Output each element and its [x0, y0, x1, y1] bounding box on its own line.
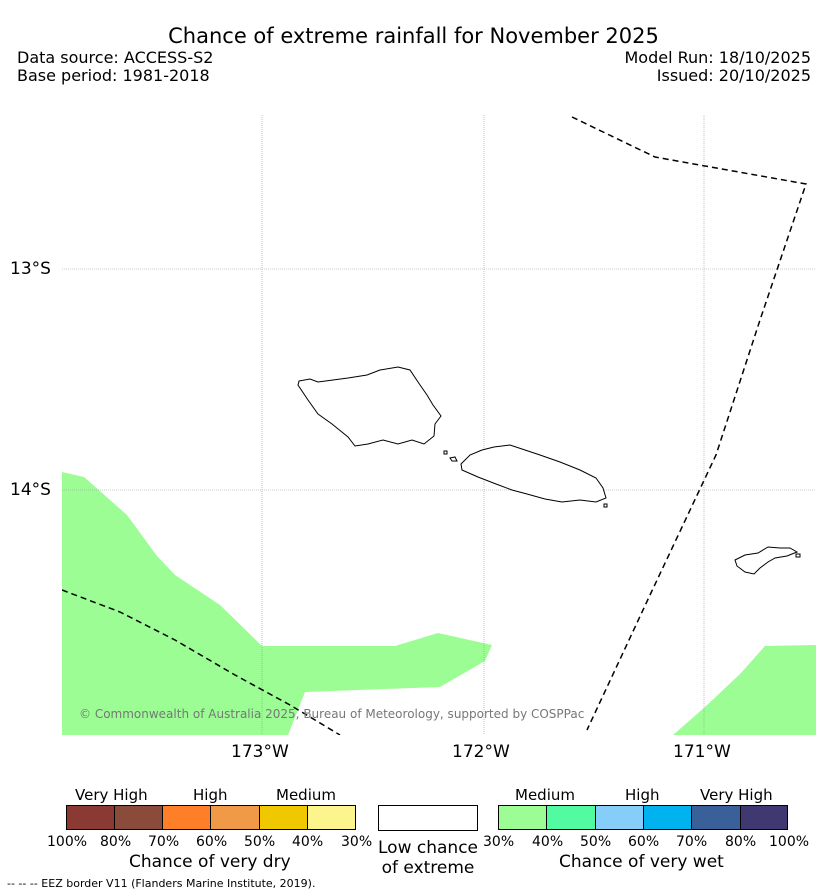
wet-header-high: High — [625, 786, 660, 804]
lat-label-14s: 14°S — [10, 480, 51, 500]
dry-swatch-80-70 — [114, 805, 163, 830]
eez-borders — [62, 116, 807, 735]
gridlines — [62, 115, 816, 735]
wet-swatch-50-60 — [595, 805, 644, 830]
wet-tick-label: 100% — [769, 834, 810, 850]
island-savaii — [297, 366, 442, 447]
wet-medium-area-southeast — [673, 645, 816, 735]
dry-tick-label: 80% — [100, 834, 132, 850]
map-plot-area — [62, 115, 816, 735]
islands — [297, 366, 801, 575]
dry-swatch-100-80 — [66, 805, 115, 830]
island-nuutele — [603, 503, 608, 508]
dry-header-very-high: Very High — [75, 786, 148, 804]
island-upolu — [460, 444, 607, 503]
island-manono — [449, 456, 458, 462]
wet-tick-label: 30% — [483, 834, 515, 850]
dry-swatch-50-40 — [259, 805, 308, 830]
base-period-text: Base period: 1981-2018 — [17, 66, 210, 85]
eez-border-southwest — [62, 589, 341, 735]
wet-swatch-30-40 — [498, 805, 547, 830]
dry-tick-label: 40% — [292, 834, 324, 850]
lat-label-13s: 13°S — [10, 259, 51, 279]
dry-tick-label: 60% — [196, 834, 228, 850]
wet-tick-label: 50% — [580, 834, 612, 850]
wet-swatch-70-80 — [691, 805, 741, 830]
wet-header-very-high: Very High — [700, 786, 773, 804]
lon-label-173w: 173°W — [231, 742, 289, 762]
wet-tick-label: 60% — [628, 834, 660, 850]
wet-swatch-80-100 — [740, 805, 788, 830]
eez-border-note: -- -- -- EEZ border V11 (Flanders Marine… — [7, 877, 316, 890]
island-aunuu — [795, 553, 801, 558]
wet-tick-label: 80% — [725, 834, 757, 850]
dry-tick-label: 50% — [244, 834, 276, 850]
lon-label-171w: 171°W — [673, 742, 731, 762]
dry-swatch-40-30 — [307, 805, 356, 830]
dry-swatch-60-50 — [210, 805, 260, 830]
island-tutuila — [734, 546, 799, 575]
island-apolima — [443, 450, 448, 455]
data-source-text: Data source: ACCESS-S2 — [17, 48, 214, 67]
lon-label-172w: 172°W — [452, 742, 510, 762]
issued-date-text: Issued: 20/10/2025 — [656, 66, 811, 85]
dry-header-medium: Medium — [276, 786, 336, 804]
low-chance-swatch — [378, 805, 478, 831]
dry-tick-label: 70% — [148, 834, 180, 850]
wet-header-medium: Medium — [515, 786, 575, 804]
dry-header-high: High — [193, 786, 228, 804]
wet-swatch-60-70 — [643, 805, 692, 830]
map-title: Chance of extreme rainfall for November … — [168, 24, 659, 48]
model-run-text: Model Run: 18/10/2025 — [624, 48, 812, 67]
copyright-notice: © Commonwealth of Australia 2025, Bureau… — [79, 707, 585, 721]
eez-border-samoa-east — [571, 116, 807, 731]
wet-medium-area-southwest — [62, 472, 492, 735]
dry-tick-label: 100% — [47, 834, 88, 850]
dry-colorbar-title: Chance of very dry — [129, 852, 291, 872]
wet-colorbar-title: Chance of very wet — [559, 852, 724, 872]
dry-tick-label: 30% — [341, 834, 373, 850]
wet-tick-label: 40% — [532, 834, 564, 850]
wet-swatch-40-50 — [546, 805, 596, 830]
wet-tick-label: 70% — [676, 834, 708, 850]
low-chance-label: Low chance of extreme — [378, 838, 478, 878]
dry-swatch-70-60 — [162, 805, 211, 830]
